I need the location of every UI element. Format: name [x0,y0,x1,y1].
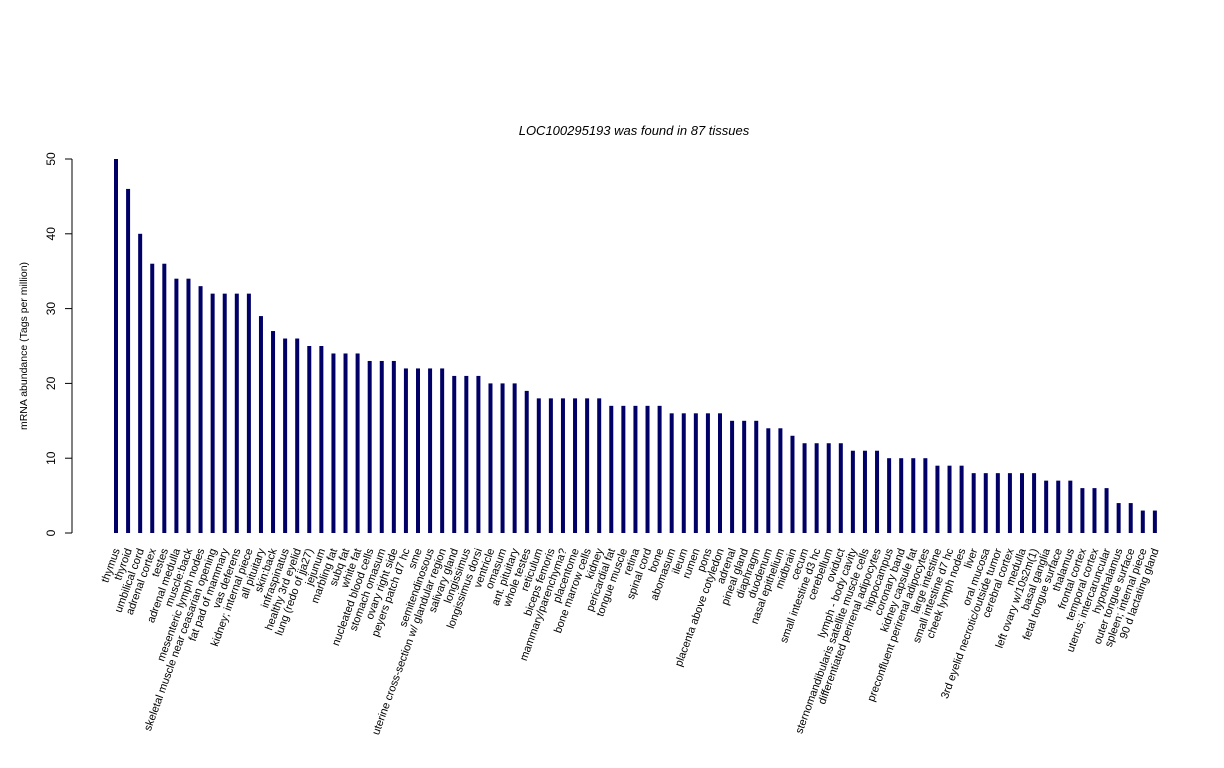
bar [271,331,276,533]
bar [790,435,795,533]
bar [1056,480,1061,533]
bar [464,375,469,533]
bar [718,413,722,533]
bar [1128,503,1133,533]
bar [1020,473,1024,533]
bar [343,353,348,533]
bar [947,465,952,533]
bar [899,458,904,533]
y-tick-label: 20 [44,376,58,390]
bar [959,465,964,533]
bar [355,353,360,533]
y-tick-label: 0 [44,529,58,536]
bar [875,450,880,533]
bar [597,398,602,533]
y-tick-label: 50 [44,152,58,166]
bar [826,443,831,533]
bar [1140,510,1145,533]
bar [911,458,916,533]
bar [536,398,541,533]
bar [114,159,118,533]
bar [198,286,203,533]
bar [705,413,710,533]
bar [850,450,855,533]
bar [379,360,384,533]
bar [1152,510,1157,533]
bar [1092,488,1097,533]
bar [754,420,759,533]
bar [1007,473,1012,533]
bar [742,420,747,533]
bar [669,413,674,533]
bar [862,450,867,533]
bar [500,383,505,533]
bar [1116,503,1121,533]
bar [560,398,565,533]
bar [681,413,686,533]
bar [778,428,783,533]
bar [923,458,928,533]
bar [331,353,336,533]
chart-title: LOC100295193 was found in 87 tissues [519,123,750,138]
bar [887,458,892,533]
bar [983,473,988,533]
y-tick-label: 10 [44,451,58,465]
bar [838,443,843,533]
bar [186,278,191,533]
bar [693,413,698,533]
y-axis-label: mRNA abundance (Tags per million) [18,262,30,430]
bar [403,368,408,533]
bar [609,405,614,533]
bar [766,428,771,533]
bar [258,316,263,533]
bar [645,405,650,533]
bar [1044,480,1049,533]
bar [1080,488,1085,533]
bar [150,263,155,533]
y-tick-label: 30 [44,302,58,316]
bar [802,443,807,533]
bar [416,368,420,533]
bar [730,420,735,533]
bar [391,360,396,533]
bar [246,293,251,533]
bar [1068,480,1073,533]
bar [307,346,312,533]
bar [283,338,288,533]
bar [476,375,481,533]
bar [524,390,529,533]
bar [548,398,553,533]
bar [295,338,300,533]
bar [234,293,239,533]
bar [174,278,179,533]
bar [138,233,143,534]
bar [512,383,517,533]
bar [935,465,940,533]
bar [1032,473,1037,533]
bar [814,443,819,533]
bar [428,368,433,533]
bar [210,293,215,533]
bar [657,405,662,533]
bar [995,473,1000,533]
bar [573,398,578,533]
bar [971,473,976,533]
bar [367,360,372,533]
bar [162,263,167,533]
bar [488,383,493,533]
y-axis: 0 10 20 30 40 50 [44,152,73,536]
bar [222,293,227,533]
bars [114,159,1157,534]
bar [319,346,324,533]
bar [633,405,638,533]
bar [1104,488,1109,533]
y-tick-label: 40 [44,227,58,241]
bar [126,188,131,534]
bar [585,398,590,533]
bar [452,375,457,533]
bar [440,368,445,533]
bar [621,405,626,533]
